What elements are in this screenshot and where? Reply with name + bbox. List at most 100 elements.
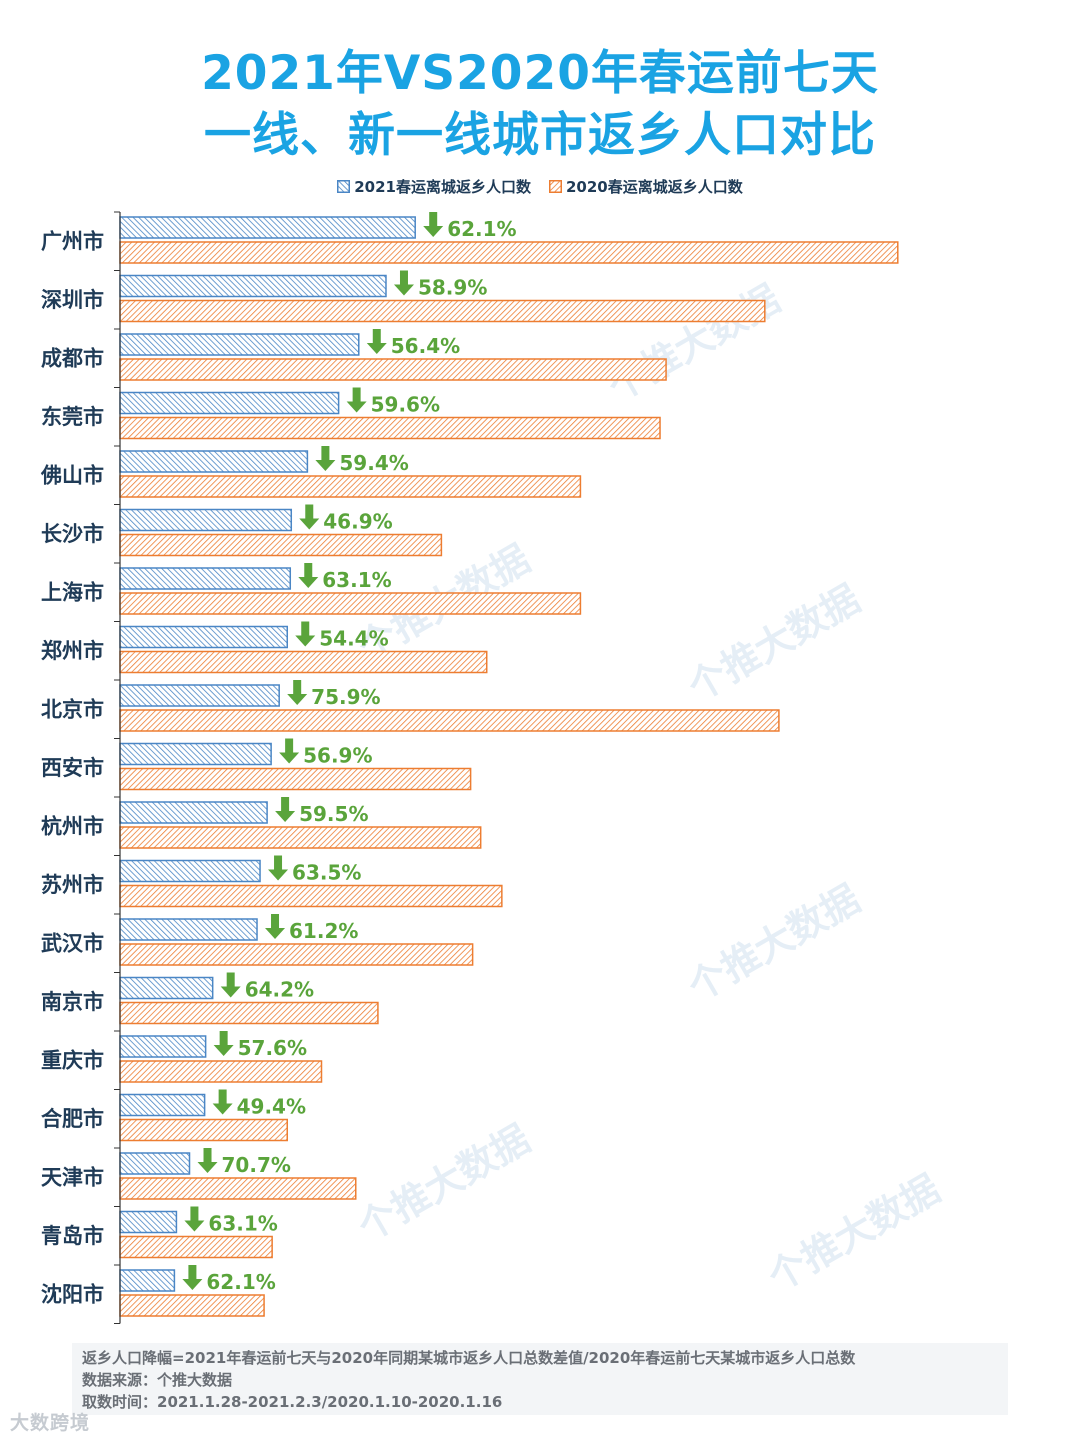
bar-2020 bbox=[119, 709, 780, 732]
decline-label: 56.4% bbox=[391, 334, 460, 358]
bar-2021 bbox=[119, 567, 292, 590]
down-arrow-icon bbox=[213, 1031, 234, 1056]
bar-2021 bbox=[119, 625, 288, 649]
bar-2021 bbox=[119, 216, 416, 239]
down-arrow-icon bbox=[346, 387, 367, 413]
category-label: 广州市 bbox=[41, 229, 104, 253]
bar-2020 bbox=[119, 1177, 357, 1200]
legend-item-2021: 2021春运离城返乡人口数 bbox=[337, 176, 531, 197]
legend-swatch-2020 bbox=[549, 180, 562, 193]
bar-2021 bbox=[119, 684, 280, 707]
legend-label-2020: 2020春运离城返乡人口数 bbox=[566, 178, 743, 196]
decline-label: 46.9% bbox=[323, 510, 392, 534]
legend-label-2021: 2021春运离城返乡人口数 bbox=[354, 178, 531, 196]
category-label: 深圳市 bbox=[41, 288, 104, 312]
decline-label: 56.9% bbox=[303, 744, 372, 768]
decline-label: 49.4% bbox=[237, 1095, 306, 1119]
bar-2020 bbox=[119, 884, 503, 908]
chart-title-line2: 一线、新一线城市返乡人口对比 bbox=[204, 108, 876, 163]
bar-2020 bbox=[119, 358, 667, 381]
legend-item-2020: 2020春运离城返乡人口数 bbox=[549, 176, 743, 197]
bar-2021 bbox=[119, 274, 387, 298]
down-arrow-icon bbox=[423, 212, 444, 237]
category-label: 南京市 bbox=[41, 990, 104, 1014]
bar-2020 bbox=[119, 299, 766, 323]
bar-2020 bbox=[119, 1235, 273, 1259]
down-arrow-icon bbox=[197, 1148, 218, 1173]
bar-2020 bbox=[119, 1294, 265, 1317]
bar-2021 bbox=[119, 450, 309, 473]
down-arrow-icon bbox=[298, 563, 319, 588]
down-arrow-icon bbox=[315, 446, 336, 471]
down-arrow-icon bbox=[287, 680, 308, 705]
footer-period: 取数时间：2021.1.28-2021.2.3/2020.1.10-2020.1… bbox=[82, 1393, 503, 1411]
chart-title-line1: 2021年VS2020年春运前七天 bbox=[201, 46, 879, 101]
bar-2021 bbox=[119, 742, 272, 766]
category-label: 长沙市 bbox=[41, 522, 104, 546]
decline-label: 75.9% bbox=[311, 685, 380, 709]
bar-2020 bbox=[119, 650, 488, 674]
down-arrow-icon bbox=[212, 1089, 233, 1115]
decline-label: 63.5% bbox=[292, 861, 361, 885]
decline-label: 62.1% bbox=[206, 1270, 275, 1294]
bar-2020 bbox=[119, 943, 474, 966]
decline-label: 61.2% bbox=[289, 919, 358, 943]
bar-2021 bbox=[119, 918, 258, 941]
category-label: 青岛市 bbox=[41, 1224, 104, 1248]
category-label: 苏州市 bbox=[41, 873, 104, 897]
down-arrow-icon bbox=[184, 1206, 205, 1232]
footer-source: 数据来源：个推大数据 bbox=[82, 1371, 233, 1389]
decline-label: 57.6% bbox=[238, 1036, 307, 1060]
down-arrow-icon bbox=[182, 1265, 203, 1290]
decline-label: 59.6% bbox=[371, 393, 440, 417]
bar-2021 bbox=[119, 801, 268, 824]
footer-notes: 返乡人口降幅=2021年春运前七天与2020年同期某城市返乡人口总数差值/202… bbox=[72, 1343, 1008, 1415]
down-arrow-icon bbox=[366, 329, 387, 354]
category-label: 沈阳市 bbox=[41, 1282, 104, 1306]
category-label: 天津市 bbox=[41, 1165, 104, 1189]
category-label: 成都市 bbox=[41, 346, 104, 370]
decline-label: 59.5% bbox=[299, 802, 368, 826]
decline-label: 63.1% bbox=[322, 568, 391, 592]
down-arrow-icon bbox=[220, 972, 241, 998]
down-arrow-icon bbox=[299, 504, 320, 530]
bar-2020 bbox=[119, 475, 582, 498]
bar-2020 bbox=[119, 1060, 323, 1083]
bar-2021 bbox=[119, 859, 261, 883]
bar-2021 bbox=[119, 976, 214, 1000]
bar-2020 bbox=[119, 1001, 379, 1025]
bar-2021 bbox=[119, 1093, 206, 1117]
bar-2020 bbox=[119, 767, 472, 791]
down-arrow-icon bbox=[268, 855, 289, 881]
down-arrow-icon bbox=[393, 270, 414, 296]
legend: 2021春运离城返乡人口数 2020春运离城返乡人口数 bbox=[0, 176, 1080, 197]
bar-2021 bbox=[119, 1210, 178, 1234]
footer-formula: 返乡人口降幅=2021年春运前七天与2020年同期某城市返乡人口总数差值/202… bbox=[82, 1349, 856, 1367]
decline-label: 70.7% bbox=[222, 1153, 291, 1177]
decline-label: 64.2% bbox=[245, 978, 314, 1002]
bar-2021 bbox=[119, 1269, 176, 1292]
bar-2020 bbox=[119, 1118, 288, 1142]
bar-2020 bbox=[119, 533, 443, 557]
bar-2021 bbox=[119, 1152, 191, 1175]
bar-2021 bbox=[119, 508, 293, 532]
bar-2020 bbox=[119, 241, 899, 264]
down-arrow-icon bbox=[279, 738, 300, 764]
category-label: 重庆市 bbox=[41, 1048, 104, 1072]
decline-label: 62.1% bbox=[447, 217, 516, 241]
bar-2020 bbox=[119, 592, 582, 615]
category-label: 东莞市 bbox=[41, 405, 104, 429]
category-label: 郑州市 bbox=[41, 639, 104, 663]
decline-label: 54.4% bbox=[319, 627, 388, 651]
decline-label: 59.4% bbox=[339, 451, 408, 475]
category-label: 上海市 bbox=[41, 580, 104, 604]
bar-2020 bbox=[119, 416, 661, 440]
brand-logo-text: 大数跨境 bbox=[10, 1412, 91, 1434]
category-label: 北京市 bbox=[41, 697, 104, 721]
category-label: 西安市 bbox=[41, 756, 104, 780]
legend-swatch-2021 bbox=[337, 180, 351, 193]
category-label: 杭州市 bbox=[41, 814, 104, 838]
down-arrow-icon bbox=[275, 797, 296, 822]
bar-2021 bbox=[119, 333, 360, 356]
